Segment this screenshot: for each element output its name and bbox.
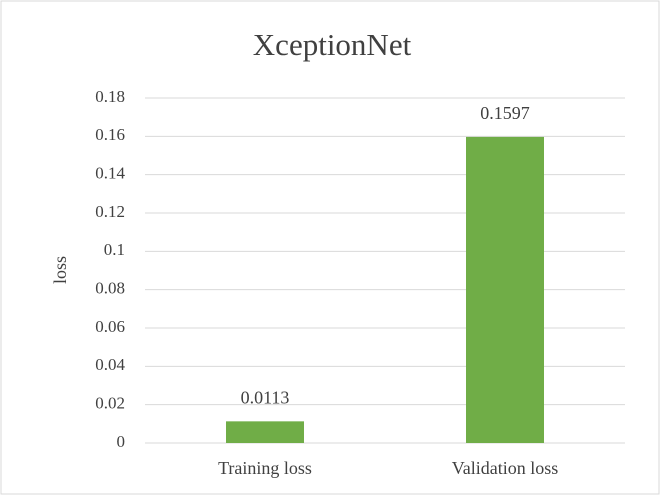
y-tick-label: 0.18 (95, 87, 125, 106)
bar (466, 136, 544, 444)
y-tick-label: 0.02 (95, 394, 125, 413)
data-label: 0.1597 (480, 103, 530, 123)
y-tick-label: 0.1 (104, 240, 125, 259)
y-tick-label: 0.16 (95, 125, 125, 144)
bar (226, 421, 304, 443)
y-tick-label: 0.14 (95, 164, 125, 183)
y-tick-label: 0.04 (95, 355, 125, 374)
chart-title: XceptionNet (253, 27, 412, 62)
y-axis-title: loss (50, 256, 70, 284)
data-label: 0.0113 (241, 387, 290, 407)
y-tick-label: 0.06 (95, 317, 125, 336)
y-tick-label: 0.08 (95, 279, 125, 298)
x-tick-label: Validation loss (452, 458, 559, 478)
x-tick-label: Training loss (218, 458, 312, 478)
y-tick-label: 0 (117, 432, 126, 451)
y-tick-label: 0.12 (95, 202, 125, 221)
